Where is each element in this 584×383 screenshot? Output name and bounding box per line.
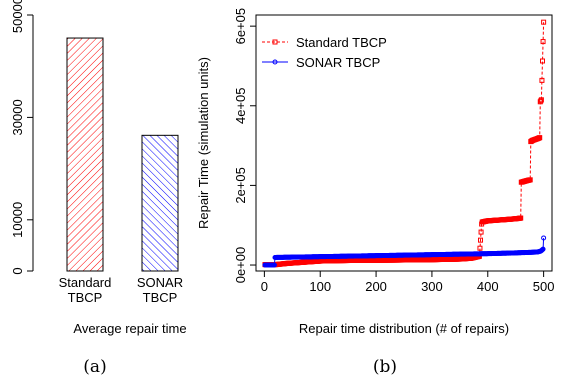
panel-a-x-axis-label: Average repair time: [73, 321, 186, 336]
panel-b-y-tick-label: 2e+05: [233, 167, 248, 204]
panel-a-y-tick-label: 0: [10, 267, 25, 274]
panel-b-point: [541, 235, 547, 241]
panel-b-legend-marker: [272, 39, 278, 45]
panel-b-y-tick-label: 4e+05: [233, 88, 248, 125]
panel-b-point: [478, 229, 484, 235]
panel-a-category-label: TBCP: [68, 290, 103, 305]
panel-b-y-tick-label: 6e+05: [233, 8, 248, 45]
panel-a-bar: [66, 37, 104, 272]
panel-b-point: [538, 97, 544, 103]
panel-b-legend-label: SONAR TBCP: [296, 55, 380, 70]
panel-b-point: [538, 98, 544, 104]
panel-a-y-tick-label: 30000: [10, 99, 25, 135]
panel-a-category-label: SONAR: [137, 275, 183, 290]
panel-a-category-label: Standard: [59, 275, 112, 290]
panel-b-y-tick-label: 0e+00: [233, 247, 248, 284]
panel-b-point: [540, 39, 546, 45]
panel-b-point: [478, 237, 484, 243]
panel-b-point: [518, 215, 524, 221]
panel-b-point: [540, 246, 546, 252]
panel-a-bar: [141, 134, 179, 272]
panel-b-x-tick-label: 0: [261, 279, 268, 294]
panel-a-category-label: TBCP: [143, 290, 178, 305]
panel-b-legend-marker: [272, 59, 278, 65]
panel-b-x-tick-label: 300: [421, 279, 443, 294]
panel-b-x-tick-label: 400: [477, 279, 499, 294]
panel-b-point: [540, 58, 546, 64]
panel-b-legend: Standard TBCP SONAR TBCP: [262, 35, 387, 70]
panel-b-point: [537, 135, 543, 141]
panel-b-x-tick-label: 200: [365, 279, 387, 294]
panel-a-y-axis: 0 10000 30000 50000: [10, 0, 34, 275]
panel-b-y-axis-label: Repair Time (simulation units): [196, 57, 211, 229]
panel-a-y-tick-label: 10000: [10, 202, 25, 238]
panel-b-point: [539, 77, 545, 83]
panel-b-legend-label: Standard TBCP: [296, 35, 387, 50]
panel-b-plot-box: [255, 14, 553, 272]
panel-b-x-axis: 0 100 200 300 400 500: [261, 271, 555, 294]
panel-b-distribution-chart: 0 100 200 300 400 500 0e+00 2e+05 4e+05 6e+05 St…: [196, 8, 554, 377]
panel-b-point: [541, 19, 547, 25]
panel-a-y-tick-label: 50000: [10, 0, 25, 33]
panel-b-x-axis-label: Repair time distribution (# of repairs): [299, 321, 509, 336]
panel-b-point: [527, 177, 533, 183]
panel-a-caption: (a): [83, 357, 106, 377]
panel-b-series: [262, 19, 547, 268]
panel-b-x-tick-label: 100: [309, 279, 331, 294]
panel-b-y-axis: 0e+00 2e+05 4e+05 6e+05: [233, 8, 256, 283]
panel-b-point: [271, 262, 277, 268]
panel-b-caption: (b): [373, 357, 397, 377]
panel-b-x-tick-label: 500: [533, 279, 555, 294]
panel-b-point: [477, 245, 483, 251]
panel-a-bars: [66, 37, 179, 272]
